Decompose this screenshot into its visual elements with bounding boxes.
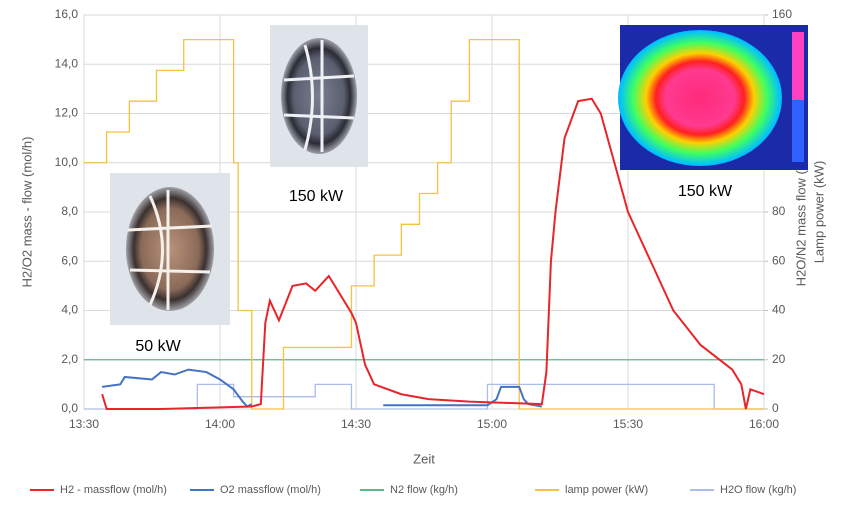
y2-tick-label: 0 [772, 401, 779, 415]
photo [110, 173, 230, 325]
x-tick-label: 14:00 [205, 417, 235, 431]
legend-label: H2O flow (kg/h) [720, 484, 796, 496]
chart: 0,0 2,0 4,0 6,0 8,0 10,0 12,0 14,0 16,0 0 20 40 60 80… [0, 0, 856, 515]
annotation: 150 kW [678, 183, 733, 200]
y-tick-label: 4,0 [61, 303, 78, 317]
x-tick-label: 16:00 [749, 417, 779, 431]
legend: H2 - massflow (mol/h) O2 massflow (mol/h)… [30, 484, 796, 496]
annotation: 50 kW [135, 338, 181, 355]
legend-label: N2 flow (kg/h) [390, 484, 458, 496]
x-axis-title: Zeit [413, 451, 435, 466]
y-tick-label: 12,0 [55, 106, 79, 120]
legend-label: H2 - massflow (mol/h) [60, 484, 167, 496]
x-tick-label: 14:30 [341, 417, 371, 431]
y-tick-label: 0,0 [61, 401, 78, 415]
annotation: 150 kW [289, 188, 344, 205]
y2-axis-title: Lamp power (kW) [811, 161, 826, 264]
thermal-image [618, 25, 808, 170]
y-tick-label: 6,0 [61, 253, 78, 267]
y-tick-label: 14,0 [55, 56, 79, 70]
x-tick-label: 15:30 [613, 417, 643, 431]
y2-tick-label: 80 [772, 204, 786, 218]
y-tick-label: 8,0 [61, 204, 78, 218]
y-axis-title: H2/O2 mass - flow (mol/h) [19, 137, 34, 288]
y2-tick-label: 40 [772, 303, 786, 317]
y-tick-label: 2,0 [61, 352, 78, 366]
legend-label: lamp power (kW) [565, 484, 648, 496]
x-tick-label: 13:30 [69, 417, 99, 431]
y2-tick-label: 20 [772, 352, 786, 366]
y-tick-label: 16,0 [55, 7, 79, 21]
y2-tick-label: 60 [772, 253, 786, 267]
x-tick-label: 15:00 [477, 417, 507, 431]
y-tick-label: 10,0 [55, 155, 79, 169]
photo [270, 25, 368, 167]
y2-tick-label: 160 [772, 7, 792, 21]
legend-label: O2 massflow (mol/h) [220, 484, 321, 496]
